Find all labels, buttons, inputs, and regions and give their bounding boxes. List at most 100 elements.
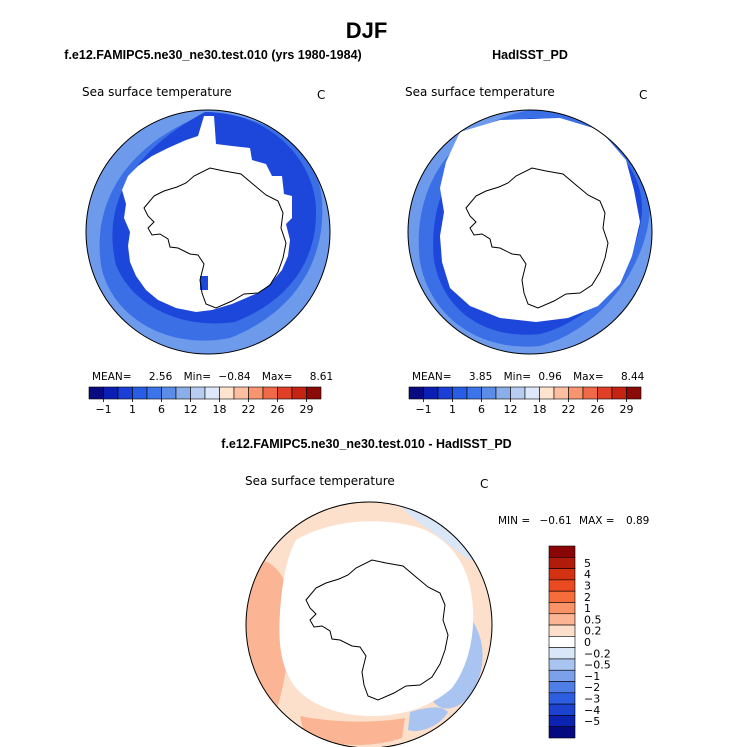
diff-variable: Sea surface temperature — [245, 474, 395, 488]
diff-colorbar-swatch — [548, 726, 576, 739]
panel-1-colorbar-label: 6 — [158, 403, 165, 416]
diff-colorbar-swatch — [548, 715, 576, 728]
diff-colorbar-swatch — [548, 556, 576, 569]
season-title: DJF — [345, 18, 388, 43]
diff-colorbar-swatch — [548, 590, 576, 603]
diff-warm-south — [300, 716, 405, 746]
panel-1-colorbar-swatch — [277, 386, 293, 400]
panel-2-colorbar-swatch — [495, 386, 511, 400]
panel-2-map — [407, 109, 653, 355]
panel-1-map-border — [85, 109, 331, 355]
panel-1-colorbar-label: −1 — [95, 403, 111, 416]
diff-colorbar-label: 5 — [584, 557, 591, 570]
panel-2-colorbar-swatch — [510, 386, 526, 400]
diff-colorbar-label: 1 — [584, 602, 591, 615]
panel-1-colorbar-label: 29 — [300, 403, 314, 416]
panel-1-colorbar-swatch — [291, 386, 307, 400]
panel-1-colorbar-swatch — [117, 386, 133, 400]
panel-2-colorbar-swatch — [524, 386, 540, 400]
diff-map-border — [245, 501, 493, 747]
panel-2-map-border — [407, 109, 653, 355]
panel-1-sea-ice — [122, 116, 292, 312]
panel-2-colorbar-label: 12 — [504, 403, 518, 416]
panel-2-stats: MEAN= 3.85 Min= 0.96 Max= 8.44 — [412, 371, 644, 383]
panel-2-colorbar-label: 1 — [449, 403, 456, 416]
panel-1-map — [85, 109, 331, 355]
diff-colorbar-label: 4 — [584, 568, 591, 581]
panel-1-colorbar-swatch — [161, 386, 177, 400]
panel-1-colorbar-swatch — [219, 386, 235, 400]
panel-2-colorbar-swatch — [437, 386, 453, 400]
panel-1-colorbar-swatch — [190, 386, 206, 400]
panel-2-colorbar-swatch — [626, 386, 642, 400]
diff-colorbar-label: −1 — [584, 670, 600, 683]
panel-2-colorbar-swatch — [466, 386, 482, 400]
diff-colorbar-label: −3 — [584, 692, 600, 705]
panel-1-colorbar-swatch — [88, 386, 104, 400]
diff-colorbar-label: 3 — [584, 580, 591, 593]
panel-1-colorbar-swatch — [146, 386, 162, 400]
panel-2-mean-value: 3.85 — [468, 371, 493, 383]
diff-max-value: 0.89 — [625, 515, 650, 527]
diff-colorbar-label: 0.5 — [584, 613, 602, 626]
panel-1-colorbar-swatch — [233, 386, 249, 400]
panel-1-colorbar-label: 26 — [271, 403, 285, 416]
panel-1-units: C — [317, 88, 326, 102]
panel-2-sea-ice — [440, 118, 640, 322]
diff-units: C — [480, 477, 489, 491]
diff-colorbar-label: 2 — [584, 591, 591, 604]
diff-colorbar-label: −5 — [584, 715, 600, 728]
panel-2-colorbar-label: 29 — [620, 403, 634, 416]
panel-1-colorbar-swatch — [306, 386, 322, 400]
panel-1-anomaly-patch — [200, 276, 208, 290]
diff-colorbar-swatch — [548, 568, 576, 581]
diff-colorbar-swatch — [548, 692, 576, 705]
diff-colorbar-swatch — [548, 579, 576, 592]
panel-1-colorbar-label: 18 — [213, 403, 227, 416]
panel-2-units: C — [639, 88, 648, 102]
panel-2-colorbar-label: 22 — [562, 403, 576, 416]
diff-max-label: MAX = — [579, 515, 615, 527]
panel-2-colorbar-swatch — [539, 386, 555, 400]
diff-colorbar-swatch — [548, 647, 576, 660]
panel-1-colorbar-swatch — [262, 386, 278, 400]
panel-1-max-label: Max= — [261, 371, 293, 383]
diff-colorbar-label: −2 — [584, 681, 600, 694]
panel-2-max-label: Max= — [573, 371, 604, 383]
panel-1-stats: MEAN= 2.56 Min= −0.84 Max= 8.61 — [92, 371, 333, 383]
diff-min-value: −0.61 — [539, 515, 572, 527]
panel-2-colorbar-label: −1 — [415, 403, 431, 416]
panel-1-min-value: −0.84 — [218, 371, 251, 383]
diff-colorbar-label: 0.2 — [584, 625, 602, 638]
panel-2-colorbar-swatch — [597, 386, 613, 400]
panel-1-mean-label: MEAN= — [92, 371, 132, 383]
panel-1-title: f.e12.FAMIPC5.ne30_ne30.test.010 (yrs 19… — [64, 48, 362, 62]
panel-1-min-label: Min= — [183, 371, 212, 383]
diff-colorbar-label: −0.2 — [584, 647, 611, 660]
diff-min-label: MIN = — [498, 515, 531, 527]
panel-2-variable: Sea surface temperature — [405, 85, 555, 99]
diff-title: f.e12.FAMIPC5.ne30_ne30.test.010 - HadIS… — [221, 437, 512, 451]
panel-2-colorbar-swatch — [408, 386, 424, 400]
panel-2-min-label: Min= — [503, 371, 532, 383]
panel-2-colorbar-swatch — [481, 386, 497, 400]
panel-2-colorbar-swatch — [611, 386, 627, 400]
panel-1-colorbar-label: 12 — [184, 403, 198, 416]
panel-2-colorbar-swatch — [553, 386, 569, 400]
panel-1-colorbar-swatch — [103, 386, 119, 400]
panel-2-colorbar-label: 26 — [591, 403, 605, 416]
panel-2-colorbar-swatch — [568, 386, 584, 400]
panel-2-colorbar-label: 6 — [478, 403, 485, 416]
diff-colorbar-swatch — [548, 658, 576, 671]
panel-2-colorbar-swatch — [452, 386, 468, 400]
panel-1-mean-value: 2.56 — [148, 371, 173, 383]
diff-cool-southeast — [408, 707, 448, 732]
diff-sea-ice — [279, 521, 474, 716]
diff-colorbar-swatch — [548, 669, 576, 682]
diff-colorbar-swatch — [548, 703, 576, 716]
diff-stats: MIN = −0.61 MAX = 0.89 — [498, 515, 649, 527]
panel-2-colorbar-swatch — [582, 386, 598, 400]
diff-colorbar-swatch — [548, 613, 576, 626]
